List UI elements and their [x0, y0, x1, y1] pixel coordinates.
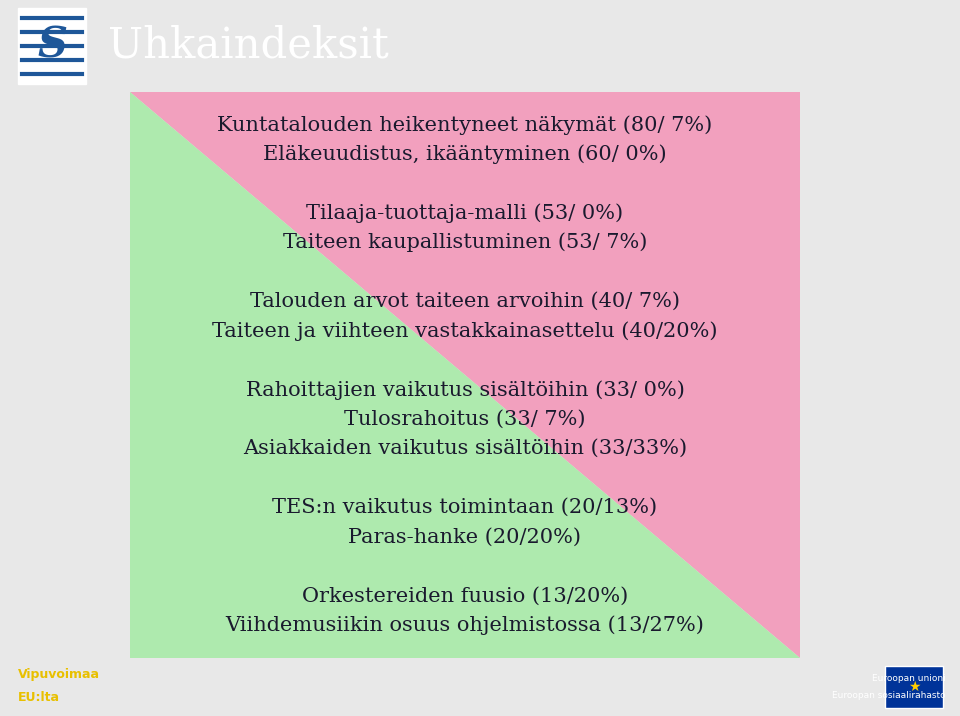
Bar: [885, 666, 943, 708]
Text: Taiteen kaupallistuminen (53/ 7%): Taiteen kaupallistuminen (53/ 7%): [283, 233, 647, 252]
Text: EU:lta: EU:lta: [18, 691, 60, 704]
Text: Uhkaindeksit: Uhkaindeksit: [108, 25, 389, 67]
Text: Kuntatalouden heikentyneet näkymät (80/ 7%): Kuntatalouden heikentyneet näkymät (80/ …: [217, 115, 712, 135]
Text: Asiakkaiden vaikutus sisältöihin (33/33%): Asiakkaiden vaikutus sisältöihin (33/33%…: [243, 439, 687, 458]
Text: S: S: [37, 25, 67, 67]
Text: Eläkeuudistus, ikääntyminen (60/ 0%): Eläkeuudistus, ikääntyminen (60/ 0%): [263, 145, 667, 164]
Text: TES:n vaikutus toimintaan (20/13%): TES:n vaikutus toimintaan (20/13%): [273, 498, 658, 517]
Bar: [18, 8, 86, 84]
Text: Paras-hanke (20/20%): Paras-hanke (20/20%): [348, 528, 582, 546]
Text: Orkestereiden fuusio (13/20%): Orkestereiden fuusio (13/20%): [301, 586, 628, 605]
Polygon shape: [130, 92, 800, 658]
Text: Rahoittajien vaikutus sisältöihin (33/ 0%): Rahoittajien vaikutus sisältöihin (33/ 0…: [246, 380, 684, 400]
Polygon shape: [130, 92, 800, 658]
Text: ★: ★: [908, 680, 921, 694]
Text: Tilaaja-tuottaja-malli (53/ 0%): Tilaaja-tuottaja-malli (53/ 0%): [306, 203, 624, 223]
Text: Euroopan unioni: Euroopan unioni: [873, 674, 946, 683]
Text: Euroopan sosiaalirahasto: Euroopan sosiaalirahasto: [832, 691, 946, 700]
Text: Viihdemusiikin osuus ohjelmistossa (13/27%): Viihdemusiikin osuus ohjelmistossa (13/2…: [226, 616, 705, 635]
Text: Tulosrahoitus (33/ 7%): Tulosrahoitus (33/ 7%): [345, 410, 586, 429]
Text: Talouden arvot taiteen arvoihin (40/ 7%): Talouden arvot taiteen arvoihin (40/ 7%): [250, 292, 680, 311]
Text: Taiteen ja viihteen vastakkainasettelu (40/20%): Taiteen ja viihteen vastakkainasettelu (…: [212, 321, 718, 341]
Text: Vipuvoimaa: Vipuvoimaa: [18, 668, 100, 681]
